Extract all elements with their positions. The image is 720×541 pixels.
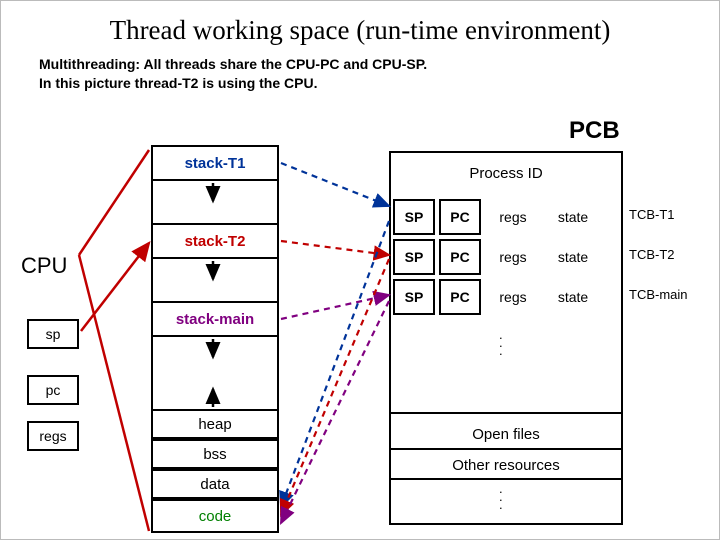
pcb-row2-state: state: [545, 279, 601, 315]
tcb-t1-label: TCB-T1: [629, 207, 675, 222]
data-box: data: [151, 469, 279, 499]
pcb-row0-regs: regs: [485, 199, 541, 235]
pcb-row1-sp: SP: [393, 239, 435, 275]
pcb-row1-regs: regs: [485, 239, 541, 275]
pcb-row2-sp: SP: [393, 279, 435, 315]
cpu-label: CPU: [21, 253, 67, 279]
cpu-sp-box: sp: [27, 319, 79, 349]
pcb-dots-upper: ...: [499, 331, 503, 354]
subtitle: Multithreading: All threads share the CP…: [39, 55, 427, 93]
subtitle-line1: Multithreading: All threads share the CP…: [39, 56, 427, 72]
cpu-pc-box: pc: [27, 375, 79, 405]
open-files-label: Open files: [389, 426, 623, 443]
pcb-process-id: Process ID: [389, 165, 623, 182]
pcb-label: PCB: [569, 117, 620, 145]
pcb-row1-state: state: [545, 239, 601, 275]
code-box: code: [151, 499, 279, 533]
pcb-row0-sp: SP: [393, 199, 435, 235]
tcb-t2-label: TCB-T2: [629, 247, 675, 262]
bss-box: bss: [151, 439, 279, 469]
other-resources-label: Other resources: [389, 457, 623, 474]
pcb-row0-state: state: [545, 199, 601, 235]
subtitle-line2: In this picture thread-T2 is using the C…: [39, 75, 317, 91]
pcb-row2-regs: regs: [485, 279, 541, 315]
stack-t1-box: stack-T1: [151, 145, 279, 181]
heap-box: heap: [151, 409, 279, 439]
page-title: Thread working space (run-time environme…: [1, 15, 719, 46]
pcb-row2-pc: PC: [439, 279, 481, 315]
tcb-main-label: TCB-main: [629, 287, 688, 302]
pcb-row0-pc: PC: [439, 199, 481, 235]
pcb-row1-pc: PC: [439, 239, 481, 275]
cpu-regs-box: regs: [27, 421, 79, 451]
stack-main-box: stack-main: [151, 301, 279, 337]
pcb-dots-lower: ...: [499, 485, 503, 508]
stack-t2-box: stack-T2: [151, 223, 279, 259]
